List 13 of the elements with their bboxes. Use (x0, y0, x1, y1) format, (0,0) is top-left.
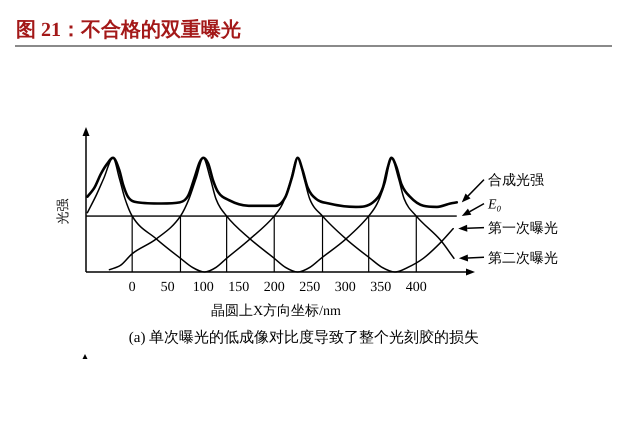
x-tick-label: 300 (334, 280, 356, 295)
x-axis-title: 晶圆上X方向坐标/nm (211, 304, 341, 319)
x-tick-label: 0 (128, 280, 136, 295)
annotation: (a) 单次曝光的低成像对比度导致了整个光刻胶的损失 (128, 330, 480, 346)
x-tick-label: 50 (160, 280, 175, 295)
y-axis-title: 光强 (55, 198, 70, 224)
x-tick-label: 200 (264, 280, 285, 295)
x-tick-label: 350 (370, 280, 392, 295)
x-tick-label: 250 (299, 280, 320, 295)
x-tick-label: 400 (406, 280, 427, 295)
x-tick-label: 150 (228, 280, 250, 295)
title: 图 21：不合格的双重曝光 (16, 19, 241, 41)
x-tick-label: 100 (192, 280, 214, 295)
